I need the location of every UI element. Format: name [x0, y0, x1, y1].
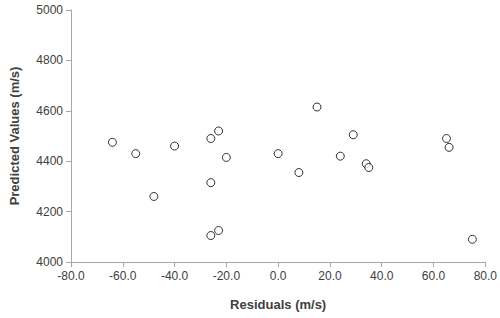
- svg-text:4600: 4600: [36, 104, 63, 118]
- svg-text:5000: 5000: [36, 3, 63, 17]
- svg-text:4000: 4000: [36, 255, 63, 269]
- svg-text:4400: 4400: [36, 154, 63, 168]
- svg-text:-60.0: -60.0: [109, 269, 137, 283]
- svg-text:4200: 4200: [36, 205, 63, 219]
- svg-text:20.0: 20.0: [318, 269, 342, 283]
- svg-text:0.0: 0.0: [270, 269, 287, 283]
- svg-text:Predicted Values (m/s): Predicted Values (m/s): [7, 67, 22, 206]
- svg-text:4800: 4800: [36, 53, 63, 67]
- svg-text:40.0: 40.0: [370, 269, 394, 283]
- svg-text:-40.0: -40.0: [161, 269, 189, 283]
- svg-text:60.0: 60.0: [422, 269, 446, 283]
- svg-text:80.0: 80.0: [474, 269, 498, 283]
- svg-text:-20.0: -20.0: [213, 269, 241, 283]
- svg-text:-80.0: -80.0: [57, 269, 85, 283]
- svg-text:Residuals (m/s): Residuals (m/s): [230, 297, 326, 312]
